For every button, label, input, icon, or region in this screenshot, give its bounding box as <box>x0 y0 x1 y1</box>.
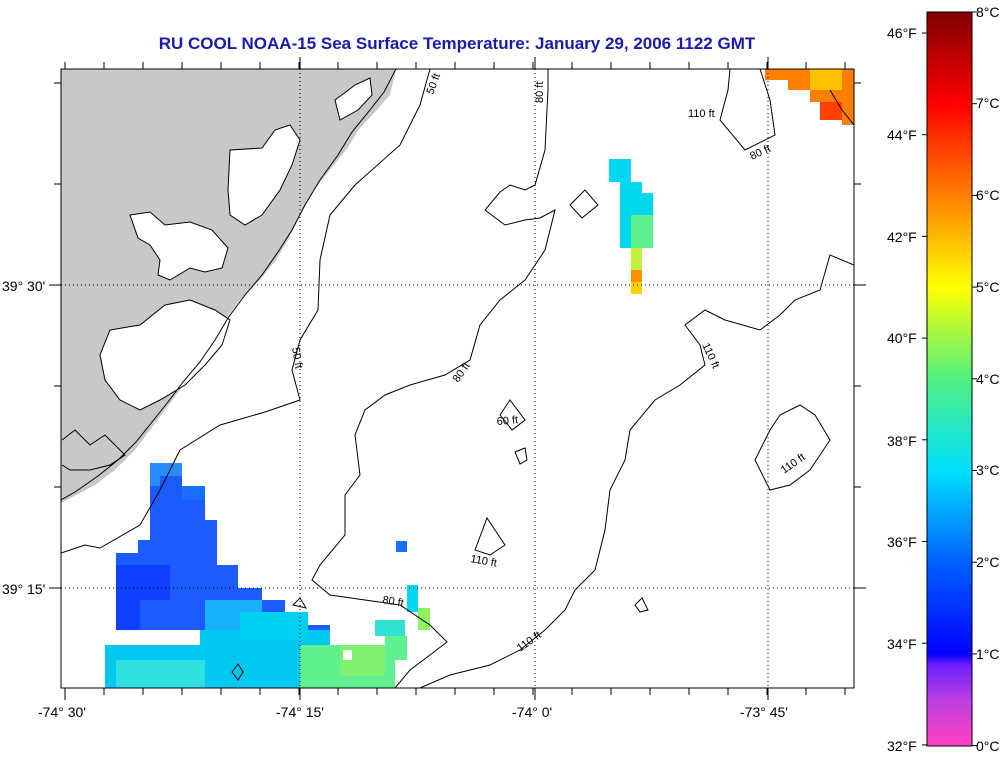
bay-water <box>99 299 231 411</box>
colorbar-ticks <box>922 11 977 747</box>
contour-label: 60 ft <box>496 414 518 428</box>
contour-label: 110 ft <box>515 629 544 654</box>
colorbar-f-label: 38°F <box>887 433 917 449</box>
bay-water <box>334 77 373 121</box>
contour-label: 110 ft <box>688 108 715 120</box>
colorbar-c-label: 7°C <box>976 95 1000 111</box>
gridlines <box>61 69 854 688</box>
bay-water <box>227 124 301 226</box>
colorbar-f-label: 42°F <box>887 229 917 245</box>
contour-label: 50 ft <box>425 72 444 96</box>
coastline <box>61 429 126 471</box>
colorbar-f-label: 40°F <box>887 330 917 346</box>
colorbar <box>926 11 973 747</box>
minor-ticks <box>54 62 861 695</box>
contour-label: 80 ft <box>451 360 473 384</box>
colorbar-c-label: 5°C <box>976 279 1000 295</box>
lon-tick-label: -73° 45' <box>740 704 788 720</box>
sst-pixels <box>105 69 854 688</box>
lon-tick-label: -74° 15' <box>276 704 324 720</box>
colorbar-f-label: 44°F <box>887 127 917 143</box>
contour-label: 80 ft <box>748 143 772 163</box>
land-mass <box>61 69 396 503</box>
lon-tick-label: -74° 30' <box>38 704 86 720</box>
bathymetry-contours <box>61 69 854 688</box>
lon-tick-label: -74° 0' <box>512 704 552 720</box>
colorbar-c-label: 6°C <box>976 187 1000 203</box>
lat-tick-label: 39° 30' <box>2 278 45 294</box>
colorbar-c-label: 0°C <box>976 738 1000 754</box>
colorbar-f-label: 32°F <box>887 738 917 754</box>
colorbar-f-label: 36°F <box>887 534 917 550</box>
colorbar-c-label: 8°C <box>976 4 1000 20</box>
bay-water <box>129 211 229 281</box>
colorbar-labels-c: 8°C 7°C 6°C 5°C 4°C 3°C 2°C 1°C 0°C <box>976 4 1000 754</box>
lat-tick-label: 39° 15' <box>2 581 45 597</box>
colorbar-c-label: 4°C <box>976 371 1000 387</box>
colorbar-f-label: 46°F <box>887 25 917 41</box>
contour-label: 110 ft <box>469 553 497 569</box>
contour-label: 80 ft <box>381 594 404 610</box>
colorbar-f-label: 34°F <box>887 636 917 652</box>
contour-label: 110 ft <box>779 451 808 476</box>
contour-labels: 50 ft 50 ft 80 ft 80 ft 80 ft 80 ft 60 f… <box>289 72 808 655</box>
contour-label: 50 ft <box>289 346 305 369</box>
map-frame <box>60 68 855 689</box>
map-title: RU COOL NOAA-15 Sea Surface Temperature:… <box>158 34 756 53</box>
coastline <box>61 69 397 501</box>
colorbar-c-label: 3°C <box>976 462 1000 478</box>
colorbar-c-label: 1°C <box>976 646 1000 662</box>
colorbar-labels-f: 46°F 44°F 42°F 40°F 38°F 36°F 34°F 32°F <box>887 25 917 754</box>
colorbar-c-label: 2°C <box>976 554 1000 570</box>
contour-label: 80 ft <box>534 82 546 103</box>
